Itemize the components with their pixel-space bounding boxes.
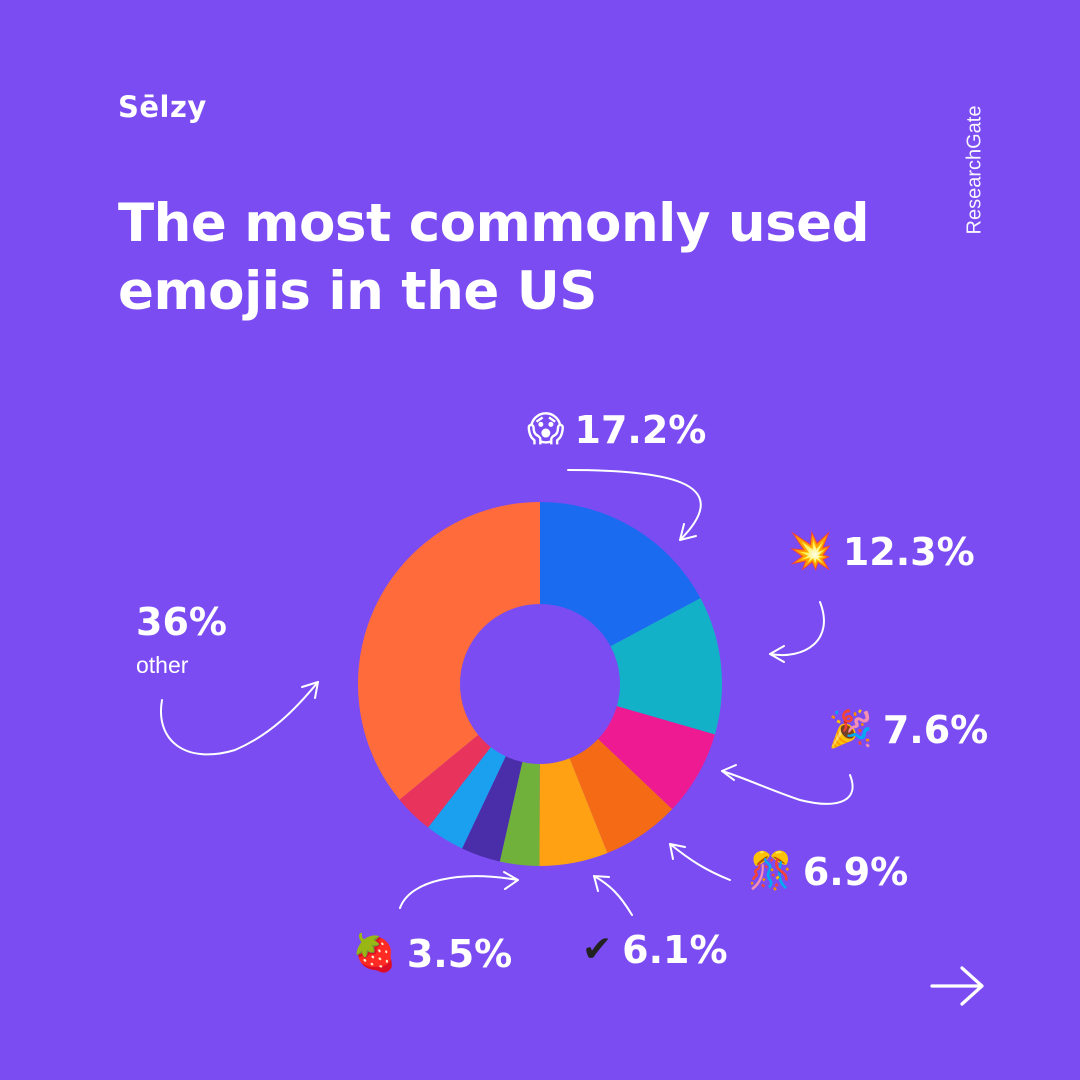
confetti-ball-icon: 🎊 (748, 851, 793, 892)
arrow-12-3 (769, 601, 825, 663)
slice-label-7-6: 🎉 7.6% (828, 708, 988, 752)
donut-slice-6 (462, 756, 523, 862)
slice-label-17-2: 😱 17.2% (527, 408, 706, 452)
arrow-6-1 (593, 875, 633, 916)
annotation-arrows (160, 469, 854, 916)
arrow-7-6 (721, 764, 854, 805)
slice-value: 17.2% (574, 408, 707, 452)
slice-label-other-value: 36% (136, 600, 227, 644)
brand-logo: Sēlzy (118, 90, 207, 124)
donut-slice-9 (358, 502, 540, 800)
donut-slice-8 (399, 734, 491, 828)
party-popper-icon: 🎉 (828, 709, 873, 750)
slice-label-6-1: ✔ 6.1% (582, 928, 728, 972)
slice-label-other-text: other (136, 652, 189, 678)
strawberry-icon: 🍓 (352, 933, 397, 974)
slice-value: 6.9% (802, 850, 909, 894)
slice-value: 3.5% (406, 932, 513, 976)
check-mark-icon: ✔ (582, 929, 613, 970)
donut-slice-3 (569, 738, 673, 854)
slice-value: 6.1% (622, 928, 728, 972)
arrow-6-9 (669, 843, 731, 881)
arrow-other (160, 681, 319, 756)
donut-slice-1 (610, 598, 723, 735)
page-title: The most commonly used emojis in the US (118, 190, 918, 326)
face-screaming-icon: 😱 (527, 409, 565, 450)
donut-slice-4 (539, 758, 608, 866)
donut-slice-7 (428, 747, 506, 849)
donut-slice-0 (540, 502, 701, 647)
slice-label-6-9: 🎊 6.9% (748, 850, 908, 894)
title-line-1: The most commonly used (118, 193, 870, 254)
arrow-17-2 (567, 469, 702, 541)
slice-label-12-3: 💥 12.3% (788, 530, 975, 574)
slice-value: 12.3% (842, 530, 975, 574)
collision-icon: 💥 (788, 531, 833, 572)
donut-slices (358, 502, 723, 866)
donut-slice-5 (499, 762, 540, 866)
slice-label-3-5: 🍓 3.5% (352, 932, 512, 976)
arrow-3-5 (399, 871, 519, 909)
donut-slice-2 (598, 706, 715, 810)
arrow-right-icon[interactable] (928, 962, 988, 1010)
title-line-2: emojis in the US (118, 261, 597, 322)
slice-value: 7.6% (882, 708, 989, 752)
